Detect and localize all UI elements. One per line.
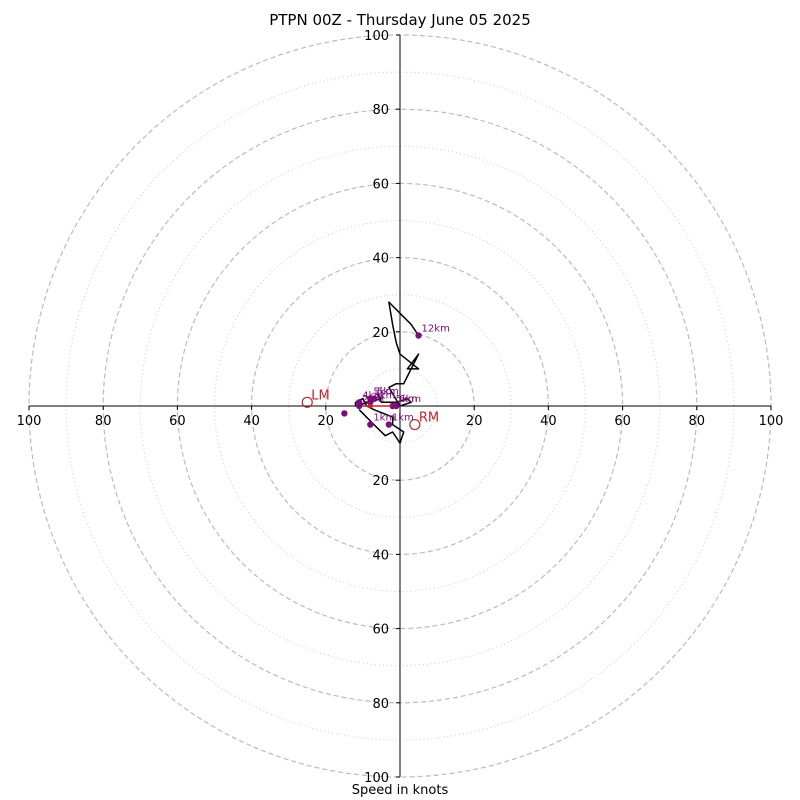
y-tick-label: 80 bbox=[372, 103, 389, 118]
y-tick-label: 100 bbox=[364, 771, 389, 786]
height-marker-label: 12km bbox=[422, 324, 450, 335]
x-tick-label: 20 bbox=[318, 414, 335, 429]
x-tick-label: 40 bbox=[243, 414, 260, 429]
height-marker-dot bbox=[367, 395, 374, 402]
x-tick-label: 100 bbox=[759, 414, 784, 429]
height-markers: 1km1km2km3km4km5km5km5km6km12km bbox=[341, 324, 450, 428]
x-tick-label: 40 bbox=[540, 414, 557, 429]
chart-title: PTPN 00Z - Thursday June 05 2025 bbox=[269, 11, 531, 29]
storm-motion: LM RM bbox=[301, 388, 439, 431]
height-marker-dot bbox=[393, 402, 400, 410]
height-marker-dot bbox=[415, 332, 422, 339]
y-tick-label: 40 bbox=[372, 252, 389, 267]
height-marker-dot bbox=[355, 399, 363, 406]
y-tick-label: 20 bbox=[372, 326, 389, 341]
height-marker-dot bbox=[341, 410, 348, 417]
y-tick-label: 60 bbox=[372, 623, 389, 638]
height-marker-label: 5km bbox=[373, 387, 395, 398]
right-mover-label: RM bbox=[419, 411, 439, 426]
x-tick-label: 100 bbox=[17, 414, 42, 429]
height-marker-dot bbox=[385, 421, 393, 428]
left-mover-marker bbox=[301, 396, 313, 408]
y-tick-label: 40 bbox=[372, 548, 389, 563]
x-axis-label: Speed in knots bbox=[351, 783, 449, 798]
mean-wind-marker bbox=[367, 403, 373, 409]
y-tick-label: 100 bbox=[364, 29, 389, 44]
height-marker-dot bbox=[367, 421, 374, 428]
x-tick-label: 60 bbox=[614, 414, 631, 429]
height-marker-label: 3km bbox=[373, 390, 395, 401]
left-mover-label: LM bbox=[311, 388, 329, 403]
right-mover-marker bbox=[409, 418, 421, 431]
hodograph-line bbox=[354, 301, 420, 444]
x-tick-label: 80 bbox=[689, 414, 706, 429]
hodograph-trace bbox=[354, 301, 420, 444]
x-tick-label: 60 bbox=[169, 414, 186, 429]
height-marker-label: 1km bbox=[392, 413, 414, 424]
y-tick-label: 20 bbox=[372, 474, 389, 489]
height-marker-label: 5km bbox=[377, 387, 399, 398]
tick-labels: 100 80 60 40 20 20 40 60 80 100 100 80 60 40 20 20 40 60 8… bbox=[17, 29, 784, 786]
x-tick-label: 80 bbox=[95, 414, 112, 429]
height-marker-label: 6km bbox=[399, 394, 421, 405]
x-tick-label: 20 bbox=[466, 414, 483, 429]
height-marker-label: 1km bbox=[373, 413, 395, 424]
y-tick-label: 80 bbox=[372, 697, 389, 712]
y-tick-label: 60 bbox=[372, 177, 389, 192]
height-marker-label: 5km bbox=[396, 394, 418, 405]
